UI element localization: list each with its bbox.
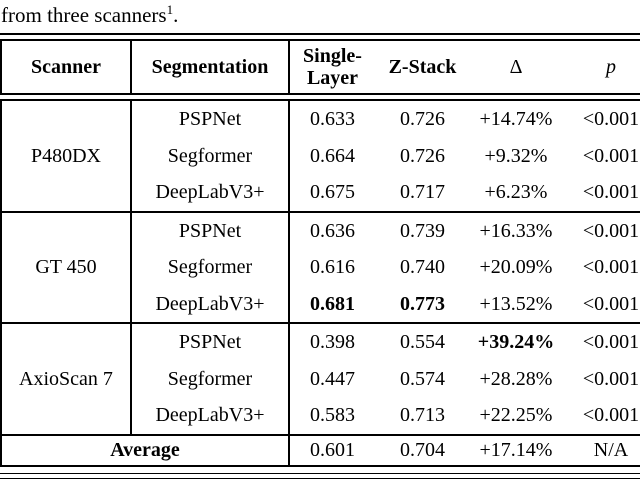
caption-period: . [173, 3, 179, 27]
cell-p-value: <0.001 [582, 108, 640, 131]
cell-delta: +16.33% [479, 219, 553, 242]
cell-p-value: <0.001 [582, 367, 640, 390]
cell-p-value: <0.001 [582, 181, 640, 204]
scanner-group-label: GT 450 [0, 212, 132, 322]
group-separator-rule [0, 210, 640, 213]
cell-p-value: <0.001 [582, 144, 640, 167]
cell-p-value: <0.001 [582, 404, 640, 427]
cell-single-layer-best: 0.681 [310, 292, 355, 315]
cell-delta: +6.23% [484, 181, 548, 204]
average-delta: +17.14% [479, 439, 553, 461]
scanner-group-label: P480DX [0, 101, 132, 211]
cell-single-layer: 0.447 [310, 367, 355, 390]
cell-single-layer: 0.616 [310, 256, 355, 279]
cell-p-value: <0.001 [582, 331, 640, 354]
cell-single-layer: 0.636 [310, 219, 355, 242]
cell-z-stack: 0.574 [400, 367, 445, 390]
cell-segmentation: PSPNet [132, 212, 290, 249]
column-header-single-layer: Single- Layer [290, 41, 375, 93]
cell-segmentation: PSPNet [132, 101, 290, 138]
header-bottom-rule [0, 93, 640, 101]
table-bottom-double-rule [0, 472, 640, 479]
cell-segmentation: DeepLabV3+ [132, 285, 290, 322]
table-caption: from three scanners1. [1, 1, 178, 29]
cell-single-layer: 0.675 [310, 181, 355, 204]
cell-single-layer: 0.664 [310, 144, 355, 167]
cell-z-stack-best: 0.773 [400, 292, 445, 315]
average-single-layer: 0.601 [310, 439, 355, 461]
average-row-label: Average [0, 435, 290, 465]
column-header-z-stack: Z-Stack [388, 56, 457, 78]
cell-p-value: <0.001 [582, 256, 640, 279]
table-top-rule [0, 33, 640, 41]
single-layer-line1: Single- [303, 45, 362, 67]
cell-delta-best: +39.24% [477, 331, 555, 354]
cell-delta: +14.74% [479, 108, 553, 131]
column-header-delta: Δ [509, 56, 523, 78]
cell-z-stack: 0.740 [400, 256, 445, 279]
column-header-p: p [606, 56, 616, 78]
cell-delta: +20.09% [479, 256, 553, 279]
cell-z-stack: 0.713 [400, 404, 445, 427]
column-header-segmentation: Segmentation [132, 41, 290, 93]
single-layer-line2: Layer [306, 67, 359, 89]
group-separator-rule [0, 433, 640, 436]
caption-text: from three scanners [1, 3, 167, 27]
cell-z-stack: 0.739 [400, 219, 445, 242]
cell-single-layer: 0.398 [310, 331, 355, 354]
cell-delta: +13.52% [479, 292, 553, 315]
cell-delta: +9.32% [484, 144, 548, 167]
cell-single-layer: 0.583 [310, 404, 355, 427]
caption-footnote-marker: 1 [166, 2, 174, 17]
average-p-value: N/A [593, 439, 629, 461]
cell-delta: +22.25% [479, 404, 553, 427]
cell-z-stack: 0.726 [400, 108, 445, 131]
cell-p-value: <0.001 [582, 292, 640, 315]
results-table: Scanner Segmentation Single- Layer Z-Stac… [0, 33, 640, 479]
cell-delta: +28.28% [479, 367, 553, 390]
cell-z-stack: 0.726 [400, 144, 445, 167]
average-z-stack: 0.704 [400, 439, 445, 461]
column-header-scanner: Scanner [0, 41, 132, 93]
cell-segmentation: Segformer [132, 137, 290, 174]
group-separator-rule [0, 322, 640, 324]
scanner-group-label: AxioScan 7 [0, 324, 132, 434]
table-body-bottom-rule [0, 464, 640, 467]
cell-segmentation: DeepLabV3+ [132, 397, 290, 434]
cell-segmentation: DeepLabV3+ [132, 174, 290, 211]
cell-p-value: <0.001 [582, 219, 640, 242]
cell-segmentation: Segformer [132, 360, 290, 397]
cell-segmentation: Segformer [132, 249, 290, 286]
cell-single-layer: 0.633 [310, 108, 355, 131]
cell-z-stack: 0.717 [400, 181, 445, 204]
cell-segmentation: PSPNet [132, 324, 290, 361]
cell-z-stack: 0.554 [400, 331, 445, 354]
